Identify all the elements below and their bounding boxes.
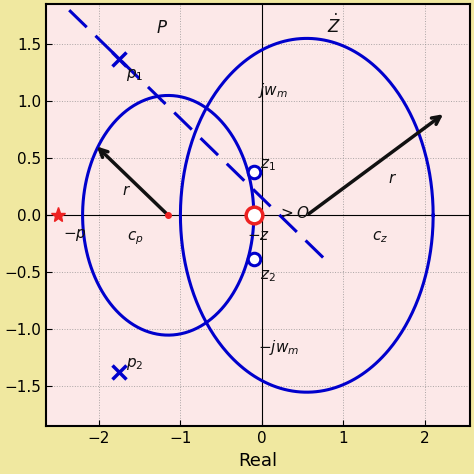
Text: $z_2$: $z_2$ [260, 268, 276, 284]
Text: $-p$: $-p$ [63, 227, 87, 243]
Text: $\dot{Z}$: $\dot{Z}$ [327, 14, 341, 36]
Text: $> O$: $> O$ [278, 205, 310, 220]
Text: $r$: $r$ [122, 184, 131, 198]
Text: $r$: $r$ [388, 173, 397, 186]
Text: $c_z$: $c_z$ [372, 229, 388, 245]
X-axis label: Real: Real [238, 452, 277, 470]
Text: $p_1$: $p_1$ [126, 67, 143, 83]
Text: $p_2$: $p_2$ [126, 356, 143, 372]
Text: $jw_m$: $jw_m$ [258, 82, 288, 100]
Text: $c_p$: $c_p$ [128, 229, 144, 247]
Text: $z_1$: $z_1$ [260, 157, 276, 173]
Text: $P$: $P$ [156, 20, 168, 36]
Text: $-jw_m$: $-jw_m$ [258, 338, 299, 357]
Text: $-z$: $-z$ [247, 229, 270, 243]
